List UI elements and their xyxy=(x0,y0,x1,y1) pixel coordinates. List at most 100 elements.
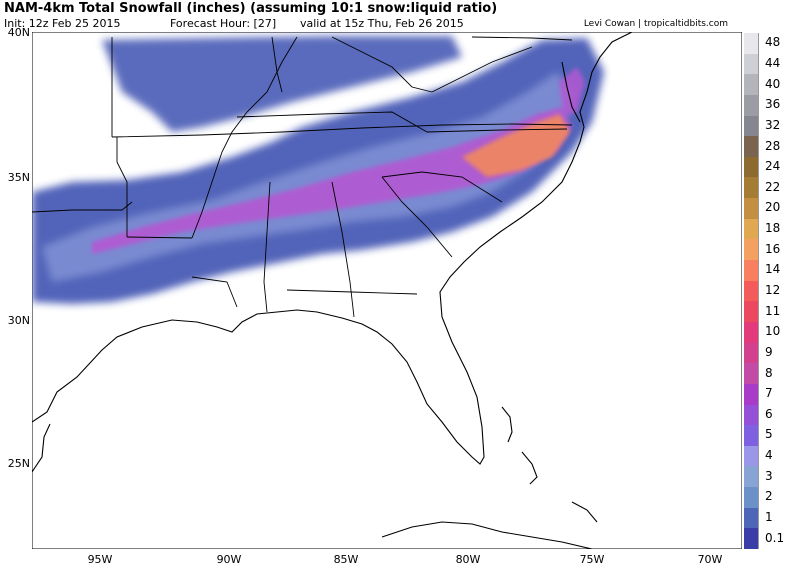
legend-row: 28 xyxy=(744,136,794,157)
credit-line: Levi Cowan | tropicaltidbits.com xyxy=(583,19,728,29)
bahamas-3 xyxy=(571,501,598,523)
texas-coast xyxy=(32,423,51,473)
legend-row: 7 xyxy=(744,383,794,405)
legend-label: 3 xyxy=(765,468,773,483)
legend-row: 3 xyxy=(744,466,794,488)
legend-swatch xyxy=(744,507,759,529)
legend-row: 48 xyxy=(744,33,794,54)
legend-swatch xyxy=(744,115,759,137)
legend-swatch xyxy=(744,466,759,488)
legend-swatch xyxy=(744,218,759,240)
legend-row: 18 xyxy=(744,218,794,240)
legend-label: 28 xyxy=(765,138,781,153)
border-nc-sc xyxy=(381,171,503,203)
bahamas-2 xyxy=(521,451,538,485)
legend-swatch xyxy=(744,156,759,178)
legend-label: 6 xyxy=(765,406,773,421)
legend-row: 44 xyxy=(744,53,794,75)
lat-label-25n: 25N xyxy=(7,457,30,470)
legend-swatch xyxy=(744,177,759,199)
legend-swatch xyxy=(744,363,759,384)
legend-label: 10 xyxy=(765,324,781,339)
legend-swatch xyxy=(744,260,759,281)
legend-swatch xyxy=(744,280,759,302)
legend-row: 1 xyxy=(744,507,794,529)
coastlines xyxy=(32,32,633,549)
legend-row: 16 xyxy=(744,239,794,261)
legend-row: 10 xyxy=(744,321,794,343)
legend-swatch xyxy=(744,321,759,343)
legend-label: 20 xyxy=(765,200,781,215)
lat-label-35n: 35N xyxy=(7,171,30,184)
legend-row: 36 xyxy=(744,94,794,116)
legend-label: 12 xyxy=(765,282,781,297)
border-35n-tn xyxy=(111,123,573,138)
bahamas-1 xyxy=(501,406,513,443)
legend-row: 0.1 xyxy=(744,528,794,549)
snowfall-map xyxy=(32,32,742,549)
legend-label: 1 xyxy=(765,510,773,525)
color-legend: 48 44 40 36 32 28 24 22 20 18 16 14 12 11 10 9 8 7 6 5 4 3 2 1 0… xyxy=(744,33,794,549)
border-il-in xyxy=(271,36,283,93)
legend-label: 9 xyxy=(765,344,773,359)
lat-label-30n: 30N xyxy=(7,314,30,327)
legend-label: 14 xyxy=(765,262,781,277)
legend-row: 9 xyxy=(744,342,794,364)
border-al-ga xyxy=(331,181,355,318)
legend-label: 40 xyxy=(765,76,781,91)
legend-swatch xyxy=(744,94,759,116)
legend-swatch xyxy=(744,445,759,467)
legend-swatch xyxy=(744,425,759,446)
border-md-pa xyxy=(471,36,573,41)
lon-label-75w: 75W xyxy=(579,553,605,566)
legend-row: 8 xyxy=(744,363,794,384)
legend-label: 5 xyxy=(765,427,773,442)
legend-label: 11 xyxy=(765,303,781,318)
legend-row: 40 xyxy=(744,74,794,95)
legend-swatch xyxy=(744,53,759,75)
legend-label: 0.1 xyxy=(765,530,785,545)
lon-label-90w: 90W xyxy=(216,553,242,566)
border-nc-va xyxy=(426,128,568,133)
state-borders xyxy=(32,36,573,318)
valid-time: valid at 15z Thu, Feb 26 2015 xyxy=(300,17,464,30)
lon-label-85w: 85W xyxy=(333,553,359,566)
border-la-ms xyxy=(191,276,238,308)
legend-row: 2 xyxy=(744,487,794,508)
legend-label: 44 xyxy=(765,55,781,70)
legend-swatch xyxy=(744,528,759,549)
legend-label: 32 xyxy=(765,117,781,132)
border-ky-tn xyxy=(236,111,428,133)
legend-swatch xyxy=(744,136,759,157)
border-ga-fl xyxy=(286,289,418,295)
legend-label: 24 xyxy=(765,159,781,174)
legend-swatch xyxy=(744,383,759,405)
legend-label: 48 xyxy=(765,35,781,50)
border-ar-mo xyxy=(116,137,128,237)
legend-row: 20 xyxy=(744,198,794,219)
snow-band-heavy xyxy=(92,107,572,254)
border-va-wv xyxy=(431,46,533,93)
legend-swatch xyxy=(744,198,759,219)
map-title: NAM-4km Total Snowfall (inches) (assumin… xyxy=(4,1,498,16)
lon-label-70w: 70W xyxy=(697,553,723,566)
legend-swatch xyxy=(744,239,759,261)
legend-label: 2 xyxy=(765,489,773,504)
legend-swatch xyxy=(744,342,759,364)
legend-row: 11 xyxy=(744,301,794,322)
legend-label: 18 xyxy=(765,221,781,236)
border-ms-al xyxy=(263,181,271,313)
legend-label: 7 xyxy=(765,386,773,401)
header: NAM-4km Total Snowfall (inches) (assumin… xyxy=(0,0,794,32)
legend-label: 8 xyxy=(765,365,773,380)
legend-swatch xyxy=(744,74,759,95)
legend-row: 14 xyxy=(744,260,794,281)
legend-label: 16 xyxy=(765,241,781,256)
legend-row: 4 xyxy=(744,445,794,467)
gulf-coast xyxy=(32,32,633,465)
legend-swatch xyxy=(744,404,759,426)
lon-label-95w: 95W xyxy=(87,553,113,566)
legend-row: 12 xyxy=(744,280,794,302)
legend-row: 32 xyxy=(744,115,794,137)
legend-row: 6 xyxy=(744,404,794,426)
